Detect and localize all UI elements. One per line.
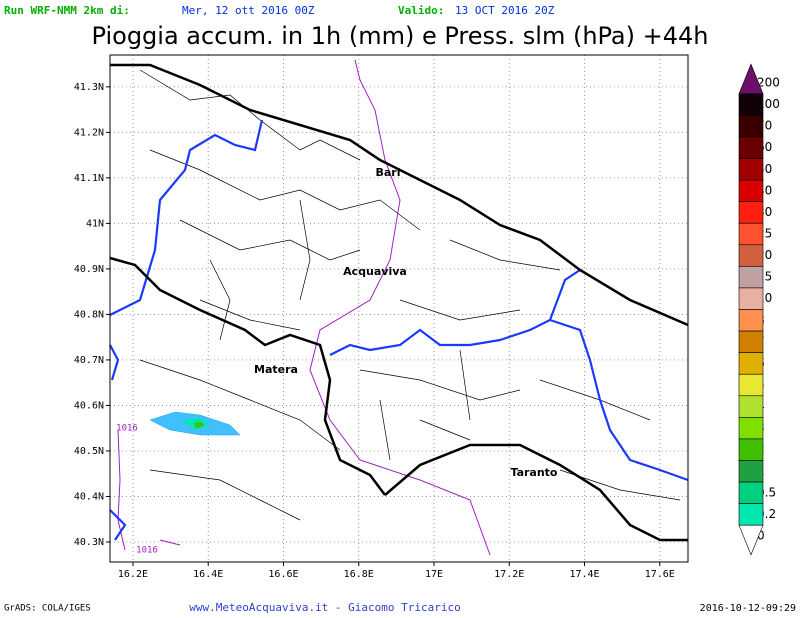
legend-swatch [739,202,763,224]
footer-right: 2016-10-12-09:29 [700,603,796,614]
y-tick-label: 41N [86,218,104,229]
valid-date: 13 OCT 2016 20Z [455,4,555,17]
legend-swatch [739,310,763,332]
y-tick-label: 40.6N [74,400,104,411]
footer-left: GrADS: COLA/IGES [4,604,91,614]
legend-swatch [739,331,763,353]
legend-swatch [739,266,763,288]
valid-label: Valido: [398,4,444,17]
isobar-label: 1016 [136,546,158,556]
legend-swatch [739,180,763,202]
legend-swatch [739,504,763,526]
city-label: Taranto [510,466,557,479]
legend-swatch [739,417,763,439]
y-tick-label: 40.3N [74,537,104,548]
y-tick-label: 40.9N [74,264,104,275]
x-tick-label: 17.2E [494,569,524,580]
legend-swatch [739,223,763,245]
legend-swatch [739,288,763,310]
legend-swatch [739,115,763,137]
y-tick-label: 41.1N [74,173,104,184]
y-tick-label: 41.3N [74,82,104,93]
y-tick-label: 41.2N [74,127,104,138]
y-tick-label: 40.5N [74,446,104,457]
x-tick-label: 17.4E [569,569,599,580]
legend-swatch [739,94,763,116]
x-tick-label: 16.4E [193,569,223,580]
legend-swatch [739,461,763,483]
city-label: Bari [375,166,400,179]
x-tick-label: 16.6E [268,569,298,580]
legend-swatch [739,374,763,396]
legend-swatch [739,245,763,267]
x-tick-label: 16.2E [118,569,148,580]
y-tick-label: 40.7N [74,355,104,366]
legend-swatch [739,353,763,375]
legend-swatch [739,482,763,504]
legend-swatch [739,439,763,461]
legend-swatch [739,137,763,159]
footer-center: www.MeteoAcquaviva.it - Giacomo Tricaric… [189,601,461,614]
title: Pioggia accum. in 1h (mm) e Press. slm (… [92,22,709,50]
city-label: Matera [254,363,298,376]
y-tick-label: 40.4N [74,491,104,502]
x-tick-label: 17.6E [645,569,675,580]
legend-swatch [739,159,763,181]
city-label: Acquaviva [343,265,407,278]
map: Bari Acquaviva Matera Taranto 1016 1016 [106,55,688,566]
x-tick-label: 16.8E [344,569,374,580]
run-date: Mer, 12 ott 2016 00Z [182,4,315,17]
legend-swatch [739,396,763,418]
run-label: Run WRF-NMM 2km di: [4,4,130,17]
y-tick-label: 40.8N [74,309,104,320]
isobar-label: 1016 [116,424,138,434]
page: Run WRF-NMM 2km di: Mer, 12 ott 2016 00Z… [0,0,800,618]
x-tick-label: 17E [425,569,443,580]
